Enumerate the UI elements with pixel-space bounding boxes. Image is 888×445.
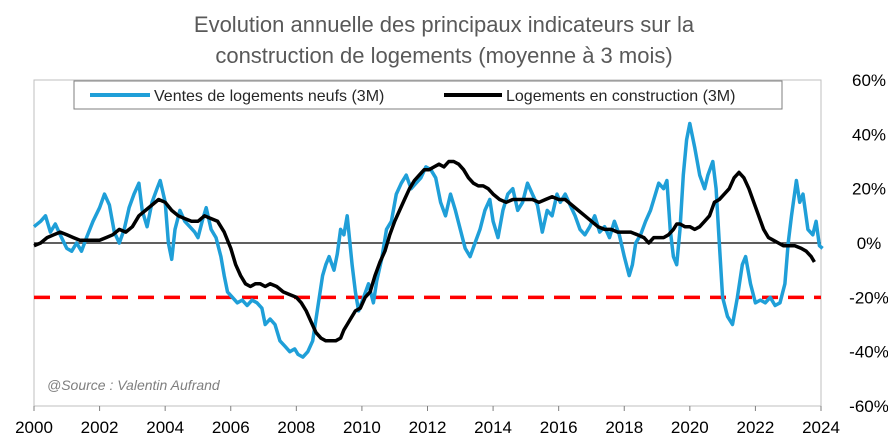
series-ventes-line (32, 121, 824, 359)
x-tick-label: 2004 (146, 418, 184, 437)
legend-label-ventes: Ventes de logements neufs (3M) (154, 88, 384, 105)
chart-title-line2: construction de logements (moyenne à 3 m… (215, 43, 672, 68)
y-tick-label: -40% (849, 343, 888, 362)
y-tick-label: -20% (849, 288, 888, 307)
x-tick-label: 2016 (540, 418, 578, 437)
x-tick-label: 2020 (671, 418, 709, 437)
legend-label-construction: Logements en construction (3M) (506, 88, 735, 105)
x-tick-label: 2014 (474, 418, 512, 437)
legend-box (73, 80, 783, 110)
y-tick-label: 40% (852, 125, 886, 144)
chart-title-line1: Evolution annuelle des principaux indica… (194, 12, 695, 37)
x-tick-label: 2010 (343, 418, 381, 437)
y-tick-label: -60% (849, 397, 888, 416)
x-tick-label: 2022 (737, 418, 775, 437)
x-tick-label: 2000 (15, 418, 53, 437)
x-tick-label: 2018 (605, 418, 643, 437)
y-axis: 60% 40% 20% 0% -20% -40% -60% (849, 71, 888, 416)
y-tick-label: 0% (857, 234, 882, 253)
legend: Ventes de logements neufs (3M) Logements… (73, 80, 783, 110)
x-tick-label: 2012 (409, 418, 447, 437)
y-tick-label: 60% (852, 71, 886, 90)
x-tick-label: 2008 (277, 418, 315, 437)
series-construction-line (33, 159, 816, 343)
x-tick-label: 2002 (81, 418, 119, 437)
y-tick-label: 20% (852, 180, 886, 199)
x-tick-label: 2024 (802, 418, 840, 437)
x-tick-label: 2006 (212, 418, 250, 437)
source-annotation: @Source : Valentin Aufrand (47, 377, 221, 393)
x-axis: 2000 2002 2004 2006 2008 2010 2012 2014 2016 2018… (15, 406, 840, 437)
